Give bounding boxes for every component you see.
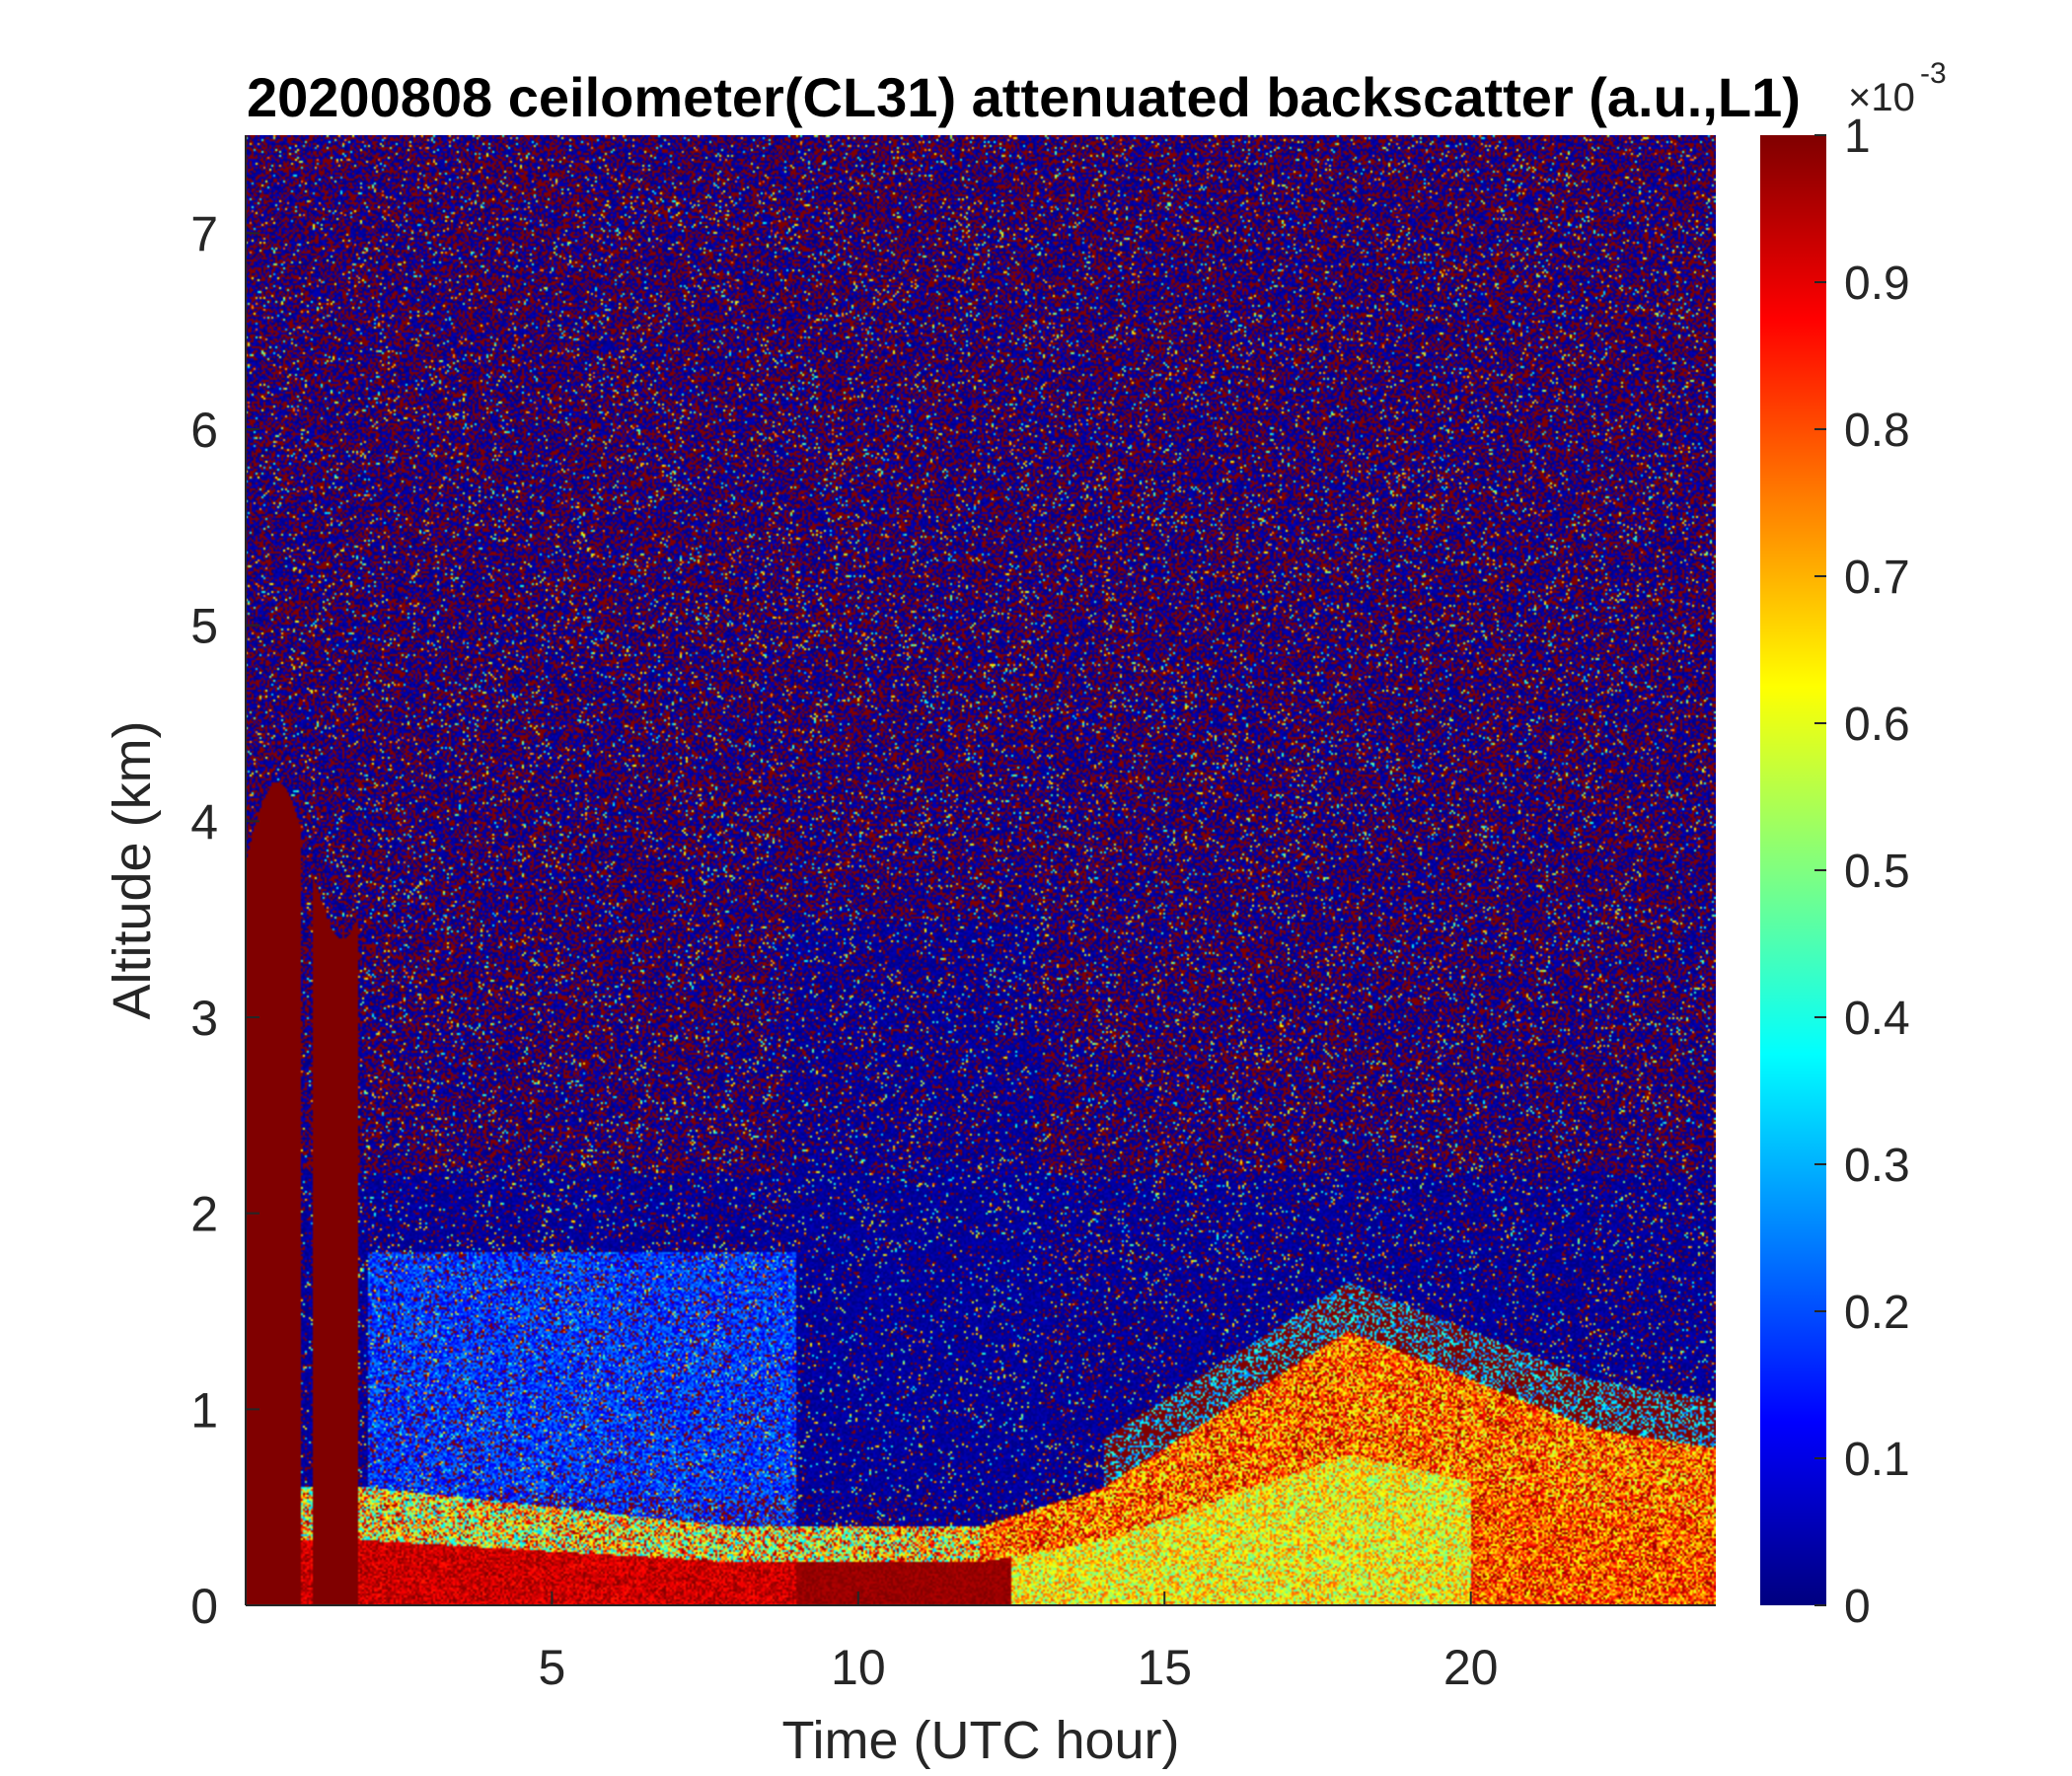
- x-tick-label: 10: [831, 1640, 886, 1695]
- colorbar-tick-label: 0.3: [1844, 1140, 1910, 1192]
- colorbar: 0 0.1 0.2 0.3 0.4 0.5 0.6 0.7 0.8 0.9 1 ×10 -3: [1760, 57, 1947, 1633]
- colorbar-tick-label: 0.4: [1844, 993, 1910, 1045]
- y-tick-label: 1: [190, 1382, 218, 1438]
- colorbar-ticks: 0 0.1 0.2 0.3 0.4 0.5 0.6 0.7 0.8 0.9 1: [1814, 111, 1910, 1633]
- y-tick-label: 0: [190, 1579, 218, 1634]
- colorbar-tick-label: 0.2: [1844, 1287, 1910, 1339]
- x-tick-label: 15: [1137, 1640, 1192, 1695]
- y-tick-label: 3: [190, 991, 218, 1046]
- colorbar-tick-label: 0: [1844, 1581, 1871, 1633]
- y-tick-label: 2: [190, 1187, 218, 1242]
- y-axis: 0 1 2 3 4 5 6 7: [190, 135, 259, 1634]
- colorbar-exponent-power: -3: [1920, 57, 1947, 90]
- y-axis-label: Altitude (km): [103, 720, 162, 1019]
- y-tick-label: 5: [190, 599, 218, 654]
- x-tick-label: 5: [539, 1640, 566, 1695]
- colorbar-tick-label: 0.8: [1844, 405, 1910, 457]
- y-tick-label: 6: [190, 403, 218, 458]
- colorbar-tick-label: 1: [1844, 111, 1871, 163]
- x-axis: 5 10 15 20: [246, 1591, 1716, 1695]
- heatmap-plot-area: [246, 135, 1716, 1605]
- colorbar-tick-label: 0.9: [1844, 258, 1910, 310]
- colorbar-exponent-base: ×10: [1848, 76, 1915, 119]
- colorbar-tick-label: 0.5: [1844, 846, 1910, 898]
- backscatter-heatmap: [246, 135, 1716, 1605]
- x-axis-label: Time (UTC hour): [781, 1711, 1179, 1770]
- y-tick-label: 4: [190, 794, 218, 850]
- chart-title: 20200808 ceilometer(CL31) attenuated bac…: [247, 66, 1801, 128]
- colorbar-tick-label: 0.1: [1844, 1434, 1910, 1486]
- colorbar-tick-label: 0.7: [1844, 552, 1910, 604]
- colorbar-tick-label: 0.6: [1844, 699, 1910, 751]
- x-tick-label: 20: [1443, 1640, 1499, 1695]
- y-tick-label: 7: [190, 206, 218, 261]
